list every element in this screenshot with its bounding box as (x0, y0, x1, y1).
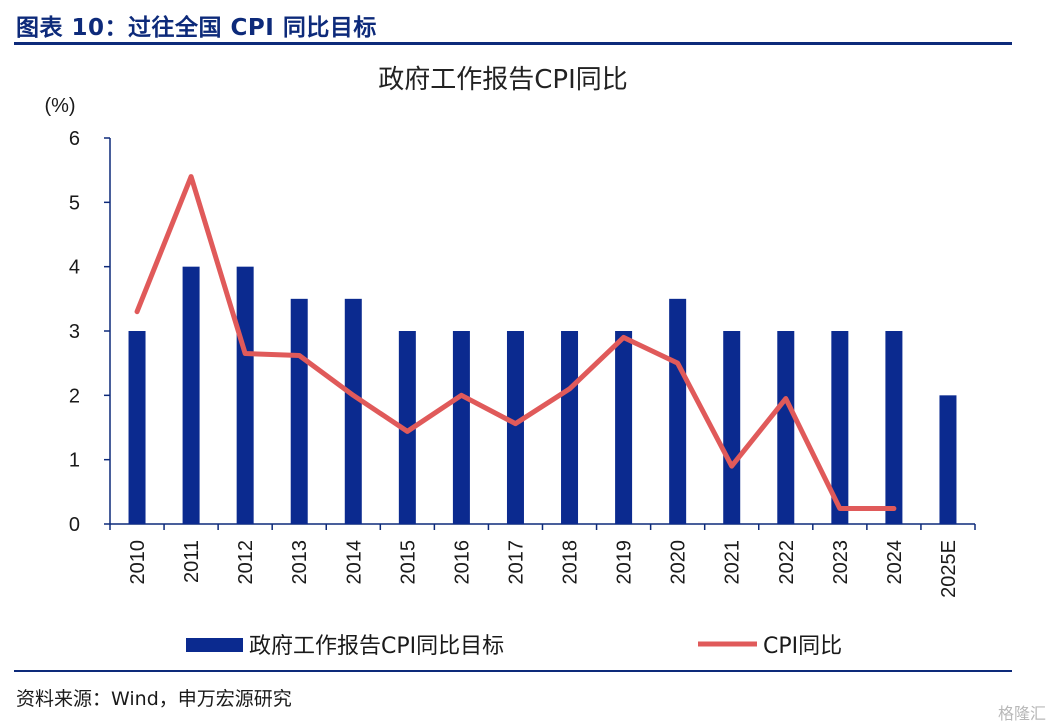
x-tick-label: 2010 (127, 540, 149, 585)
bar (669, 298, 687, 524)
y-tick-label: 1 (69, 450, 80, 472)
x-tick-label: 2016 (451, 540, 473, 585)
x-tick-label: 2012 (235, 540, 257, 585)
bar (939, 395, 957, 524)
y-axis-unit: (%) (44, 95, 75, 117)
watermark: 格隆汇 (997, 704, 1046, 723)
title-rule (14, 42, 1012, 45)
y-tick-label: 6 (69, 128, 80, 150)
y-tick-label: 0 (69, 514, 80, 536)
x-tick-label: 2017 (505, 540, 527, 585)
x-tick-label: 2020 (668, 540, 690, 585)
bar (831, 331, 849, 524)
x-tick-label: 2025E (938, 540, 960, 598)
y-tick-label: 2 (69, 385, 80, 407)
source-note: 资料来源：Wind，申万宏源研究 (16, 688, 292, 710)
x-tick-label: 2021 (722, 540, 744, 585)
bar (777, 331, 795, 524)
x-tick-label: 2022 (776, 540, 798, 585)
bar (452, 331, 470, 524)
bar (398, 331, 416, 524)
y-tick-label: 4 (69, 257, 80, 279)
x-tick-label: 2015 (397, 540, 419, 585)
chart: 政府工作报告CPI同比 (%) 0 1 2 3 4 5 6 2010 2011 2012 2013… (44, 65, 976, 659)
x-tick-label: 2013 (289, 540, 311, 585)
legend: 政府工作报告CPI同比目标 CPI同比 (186, 634, 842, 659)
x-tick-label: 2024 (884, 540, 906, 585)
x-tick-label: 2018 (560, 540, 582, 585)
cpi-line (134, 174, 897, 512)
bar (723, 331, 741, 524)
bar (290, 298, 308, 524)
bar (236, 266, 254, 524)
bar (615, 331, 633, 524)
x-tick-label: 2023 (830, 540, 852, 585)
legend-label-target: 政府工作报告CPI同比目标 (249, 634, 504, 659)
bar (344, 298, 362, 524)
figure-title: 图表 10：过往全国 CPI 同比目标 (16, 15, 377, 41)
y-tick-label: 5 (69, 192, 80, 214)
x-tick-label: 2014 (343, 540, 365, 585)
bars (128, 266, 957, 524)
bar (885, 331, 903, 524)
cpi-line-path (134, 174, 897, 512)
legend-label-cpi: CPI同比 (763, 634, 842, 659)
x-tick-label: 2011 (181, 540, 203, 583)
bar (128, 331, 146, 524)
axes: 0 1 2 3 4 5 6 (69, 128, 976, 536)
bar (506, 331, 524, 524)
y-tick-label: 3 (69, 321, 80, 343)
bar (561, 331, 579, 524)
x-tick-labels: 2010 2011 2012 2013 2014 2015 2016 2017 2018 2019… (127, 540, 960, 598)
legend-swatch-target (186, 638, 243, 652)
chart-title: 政府工作报告CPI同比 (378, 65, 628, 95)
x-tick-label: 2019 (614, 540, 636, 585)
bar (182, 266, 200, 524)
source-rule (14, 670, 1012, 672)
